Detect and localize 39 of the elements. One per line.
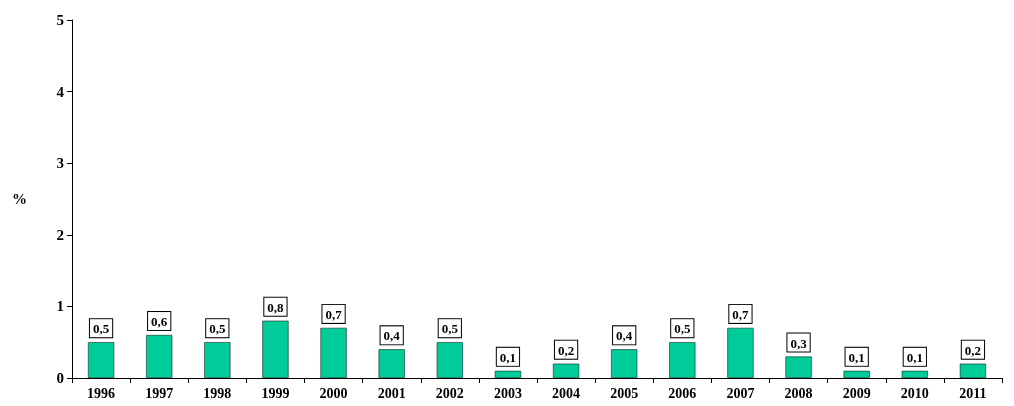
y-tick-label: 3	[56, 155, 64, 172]
x-tick-label: 2002	[435, 385, 464, 401]
x-tick-label: 2006	[668, 385, 697, 401]
y-tick-label: 1	[56, 298, 64, 315]
y-tick-label: 5	[56, 12, 64, 28]
x-tick-label: 2007	[726, 385, 755, 401]
data-label: 0,8	[267, 299, 285, 315]
x-tick-label: 1999	[261, 385, 290, 401]
y-tick-label: 0	[56, 370, 64, 386]
x-tick-label: 1998	[203, 385, 232, 401]
data-label: 0,2	[964, 342, 982, 358]
x-tick-label: 1997	[145, 385, 174, 401]
data-label: 0,3	[790, 335, 808, 351]
data-label: 0,5	[441, 321, 459, 337]
x-tick-label: 2008	[784, 385, 813, 401]
data-label: 0,1	[848, 349, 865, 365]
data-label: 0,4	[383, 328, 401, 344]
y-tick-label: 4	[56, 83, 65, 100]
data-label: 0,5	[92, 321, 110, 337]
data-label: 0,6	[151, 314, 168, 330]
data-label: 0,2	[557, 342, 575, 358]
data-label: 0,5	[209, 321, 226, 337]
data-label: 0,7	[732, 306, 750, 322]
x-tick-label: 2000	[319, 385, 348, 401]
x-tick-label: 2009	[842, 385, 871, 401]
data-label: 0,1	[499, 349, 517, 365]
x-tick-label: 1996	[87, 385, 116, 401]
data-label: 0,1	[906, 349, 923, 365]
x-tick-label: 2011	[959, 385, 987, 401]
y-axis-title: %	[12, 191, 27, 207]
x-tick-label: 2010	[900, 385, 929, 401]
x-tick-label: 2005	[610, 385, 639, 401]
x-tick-label: 2004	[552, 385, 581, 401]
x-tick-label: 2001	[377, 385, 406, 401]
data-label: 0,5	[674, 321, 691, 337]
y-tick-label: 2	[56, 226, 64, 243]
data-label: 0,4	[616, 328, 633, 344]
data-label: 0,7	[325, 306, 343, 322]
x-tick-label: 2003	[493, 385, 522, 401]
